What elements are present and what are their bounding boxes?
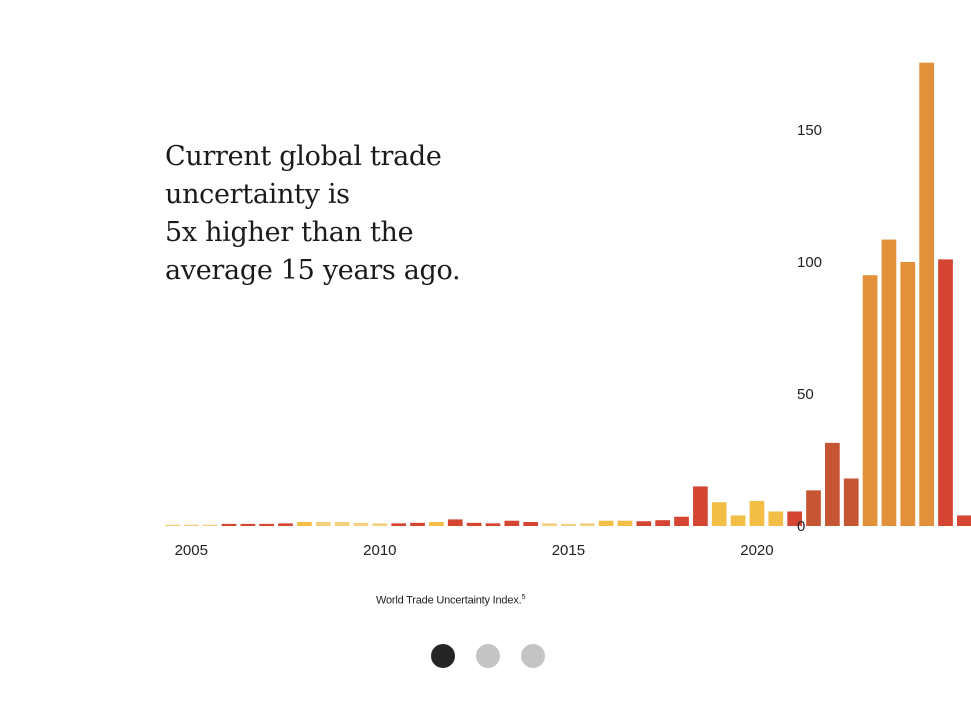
bar-19 [523, 522, 539, 526]
headline-line-4: average 15 years ago. [165, 255, 461, 286]
headline: Current global trade uncertainty is 5x h… [165, 138, 495, 290]
bar-18 [504, 520, 520, 526]
chart-caption: World Trade Uncertainty Index.5 [376, 594, 525, 607]
bar-4 [240, 523, 256, 526]
pagination-dot-2[interactable] [476, 644, 500, 668]
bar-38 [881, 239, 897, 526]
bar-3 [221, 523, 237, 526]
y-tick-label: 0 [797, 518, 805, 535]
headline-line-2: uncertainty is [165, 179, 350, 210]
x-axis-ticks: 2005 2010 2015 2020 [175, 542, 774, 559]
carousel-pagination [431, 644, 545, 668]
bar-17 [485, 523, 501, 526]
caption-footnote: 5 [521, 594, 526, 601]
bar-15 [447, 519, 463, 526]
bar-16 [466, 522, 482, 526]
bar-28 [693, 486, 708, 526]
y-tick-label: 150 [797, 122, 822, 139]
x-tick-label: 2020 [740, 542, 773, 559]
bar-27 [674, 516, 689, 526]
pagination-dot-3[interactable] [521, 644, 545, 668]
bar-37 [862, 275, 878, 526]
y-axis-ticks: 0 50 100 150 [797, 122, 822, 535]
bar-35 [825, 442, 840, 526]
bar-24 [617, 520, 633, 526]
bar-31 [749, 500, 765, 526]
bar-11 [372, 523, 388, 526]
bar-39 [900, 262, 916, 526]
headline-line-3: 5x higher than the [165, 217, 414, 248]
headline-line-1: Current global trade [165, 141, 442, 172]
bar-41 [938, 259, 953, 526]
bar-26 [655, 520, 671, 526]
bar-36 [843, 478, 859, 526]
bar-10 [353, 522, 369, 526]
x-tick-label: 2005 [175, 542, 208, 559]
bar-6 [278, 523, 293, 526]
caption-text: World Trade Uncertainty Index. [376, 594, 522, 607]
x-tick-label: 2015 [552, 542, 585, 559]
bar-8 [315, 522, 331, 526]
bar-30 [730, 515, 746, 526]
bar-0 [165, 524, 180, 526]
bar-33 [787, 511, 803, 526]
bar-32 [768, 511, 784, 526]
bar-1 [183, 524, 199, 526]
bar-2 [202, 524, 218, 526]
y-tick-label: 100 [797, 254, 822, 271]
bar-22 [579, 523, 595, 526]
bar-7 [297, 522, 312, 526]
bar-42 [957, 515, 971, 526]
bar-25 [636, 521, 652, 526]
bar-14 [429, 522, 444, 526]
bar-40 [919, 62, 934, 527]
y-tick-label: 50 [797, 386, 814, 403]
bar-20 [542, 523, 557, 526]
bar-34 [806, 490, 821, 526]
bar-12 [391, 523, 407, 526]
bar-29 [711, 502, 727, 526]
pagination-dot-1[interactable] [431, 644, 455, 668]
bar-13 [410, 522, 425, 526]
bar-9 [334, 522, 350, 526]
bar-23 [598, 520, 614, 526]
chart-bars [165, 62, 971, 527]
x-tick-label: 2010 [363, 542, 396, 559]
bar-5 [259, 523, 275, 526]
bar-21 [561, 523, 576, 526]
